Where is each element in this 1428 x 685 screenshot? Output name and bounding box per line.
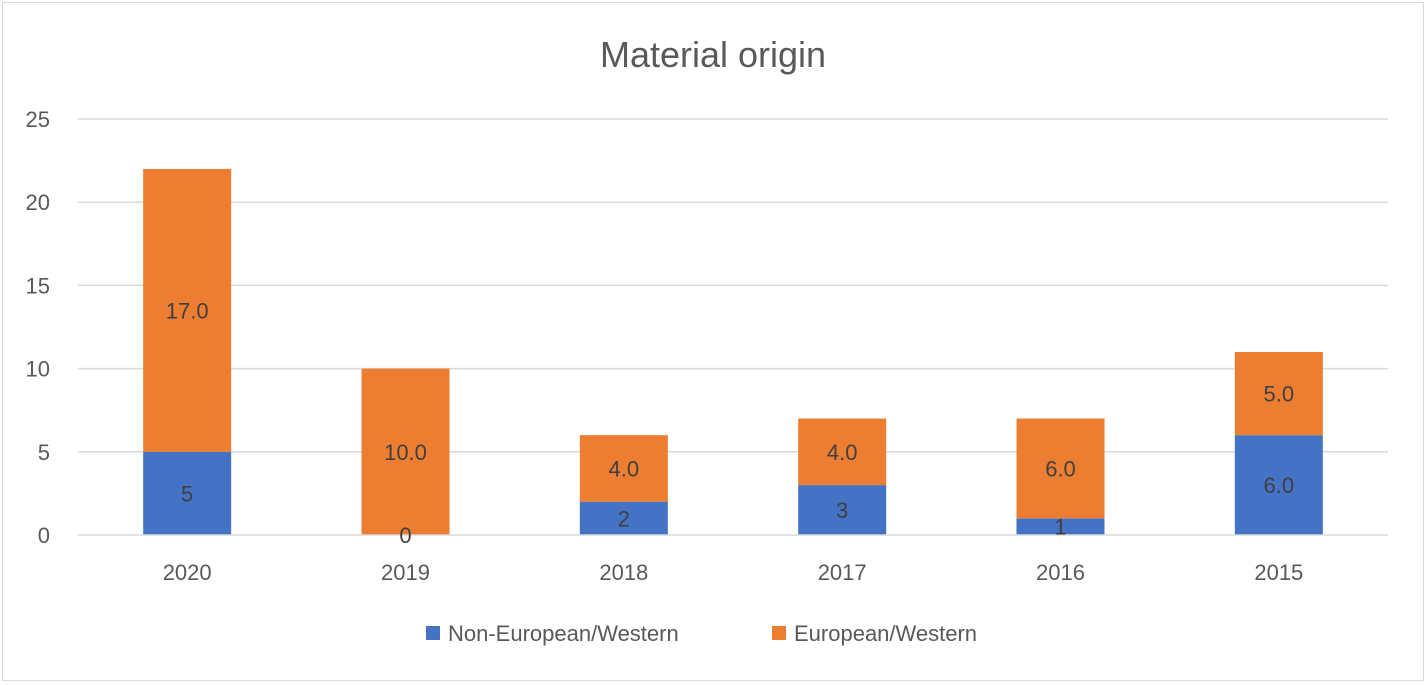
bar-2020-series-2 [143, 168, 232, 452]
bar-2017-series-1 [798, 485, 887, 535]
y-tick-label: 10 [26, 357, 50, 382]
bar-2015-series-2 [1234, 351, 1323, 436]
data-label-2016-series-1: 1 [1054, 515, 1066, 540]
bar-2018-series-1 [579, 501, 668, 535]
data-label-2017-series-1: 3 [836, 498, 848, 523]
x-tick-label: 2019 [381, 560, 430, 585]
bar-2019-series-2 [361, 368, 450, 535]
data-label-2019-series-2: 10.0 [384, 440, 427, 465]
legend: Non-European/Western European/Western [426, 621, 977, 646]
bar-2016-series-2 [1016, 418, 1105, 519]
data-label-2015-series-2: 5.0 [1264, 382, 1295, 407]
bar-2020-series-1 [143, 451, 232, 535]
bar-2018-series-2 [579, 435, 668, 502]
legend-swatch-series-2 [772, 626, 786, 640]
legend-label-series-2: European/Western [794, 621, 977, 646]
data-label-2020-series-1: 5 [181, 481, 193, 506]
legend-label-series-1: Non-European/Western [448, 621, 679, 646]
data-label-2018-series-1: 2 [618, 506, 630, 531]
y-tick-label: 0 [38, 523, 50, 548]
bars [143, 168, 1323, 536]
data-label-2017-series-2: 4.0 [827, 440, 858, 465]
y-tick-label: 20 [26, 190, 50, 215]
data-label-2016-series-2: 6.0 [1045, 456, 1076, 481]
data-label-2020-series-2: 17.0 [166, 298, 209, 323]
legend-swatch-series-1 [426, 626, 440, 640]
y-tick-label: 15 [26, 273, 50, 298]
y-axis: 0 5 10 15 20 25 [26, 107, 50, 548]
x-tick-label: 2018 [599, 560, 648, 585]
data-label-2015-series-1: 6.0 [1264, 473, 1295, 498]
x-tick-label: 2020 [163, 560, 212, 585]
x-axis: 2020 2019 2018 2017 2016 2015 [78, 534, 1388, 585]
data-label-2019-series-1: 0 [399, 523, 411, 548]
x-tick-label: 2017 [818, 560, 867, 585]
gridlines [78, 118, 1388, 453]
x-tick-label: 2015 [1254, 560, 1303, 585]
bar-2015-series-1 [1234, 435, 1323, 535]
y-tick-label: 25 [26, 107, 50, 132]
data-labels: 5 17.0 0 10.0 2 4.0 3 4.0 1 6.0 6.0 5.0 [166, 298, 1294, 548]
y-tick-label: 5 [38, 440, 50, 465]
chart-title: Material origin [600, 34, 826, 75]
bar-2017-series-2 [798, 418, 887, 486]
x-tick-label: 2016 [1036, 560, 1085, 585]
data-label-2018-series-2: 4.0 [609, 456, 640, 481]
bar-2016-series-1 [1016, 518, 1105, 535]
